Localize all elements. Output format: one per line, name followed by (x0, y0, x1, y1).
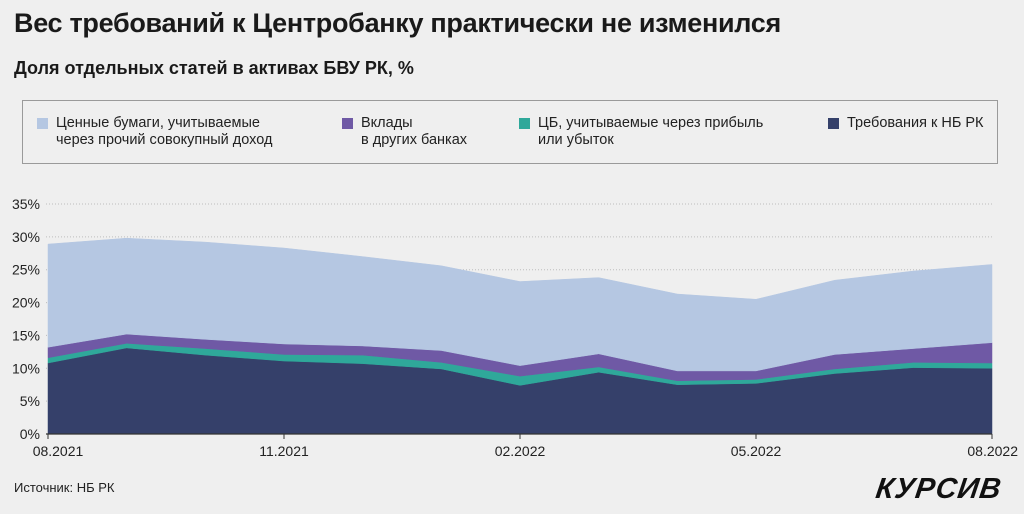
legend-label-securities-pl: ЦБ, учитываемые через прибыль или убыток (538, 115, 764, 148)
y-tick-label: 35% (12, 196, 40, 212)
source-note: Источник: НБ РК (14, 480, 115, 495)
kursiv-logo: КУРСИВ (874, 473, 1005, 505)
page-title: Вес требований к Центробанку практически… (14, 8, 781, 38)
legend-swatch-securities-pl (519, 118, 530, 129)
y-tick-label: 30% (12, 229, 40, 245)
legend-label-deposits: Вклады в других банках (361, 115, 468, 148)
y-tick-label: 5% (20, 393, 40, 409)
y-tick-label: 15% (12, 327, 40, 343)
x-tick-label: 08.2022 (967, 443, 1018, 459)
y-tick-label: 0% (20, 426, 40, 442)
legend-label-securities-oci: Ценные бумаги, учитываемые через прочий … (56, 115, 273, 148)
stacked-area-chart: 0% 5% 10% 15% 20% 25% 30% 35% 08.2021 11.2021 02.2… (12, 196, 1018, 459)
x-tick-label: 11.2021 (259, 443, 309, 459)
x-tick-label: 02.2022 (495, 443, 546, 459)
y-tick-label: 25% (12, 262, 40, 278)
legend-swatch-nb-claims (828, 118, 839, 129)
legend-item-deposits: Вклады в других банках (342, 115, 467, 149)
x-tick-label: 05.2022 (731, 443, 782, 459)
area-securities-oci (47, 237, 993, 372)
legend-swatch-deposits (342, 118, 353, 129)
legend-label-nb-claims: Требования к НБ РК (847, 115, 984, 131)
chart-subtitle: Доля отдельных статей в активах БВУ РК, … (14, 58, 414, 78)
y-tick-label: 20% (12, 295, 40, 311)
legend-item-securities-pl: ЦБ, учитываемые через прибыль или убыток (519, 115, 763, 149)
legend-item-securities-oci: Ценные бумаги, учитываемые через прочий … (37, 115, 272, 149)
legend-item-nb-claims: Требования к НБ РК (828, 115, 983, 132)
y-tick-label: 10% (12, 360, 40, 376)
chart-legend: Ценные бумаги, учитываемые через прочий … (22, 100, 998, 164)
legend-swatch-securities-oci (37, 118, 48, 129)
x-tick-label: 08.2021 (33, 443, 84, 459)
